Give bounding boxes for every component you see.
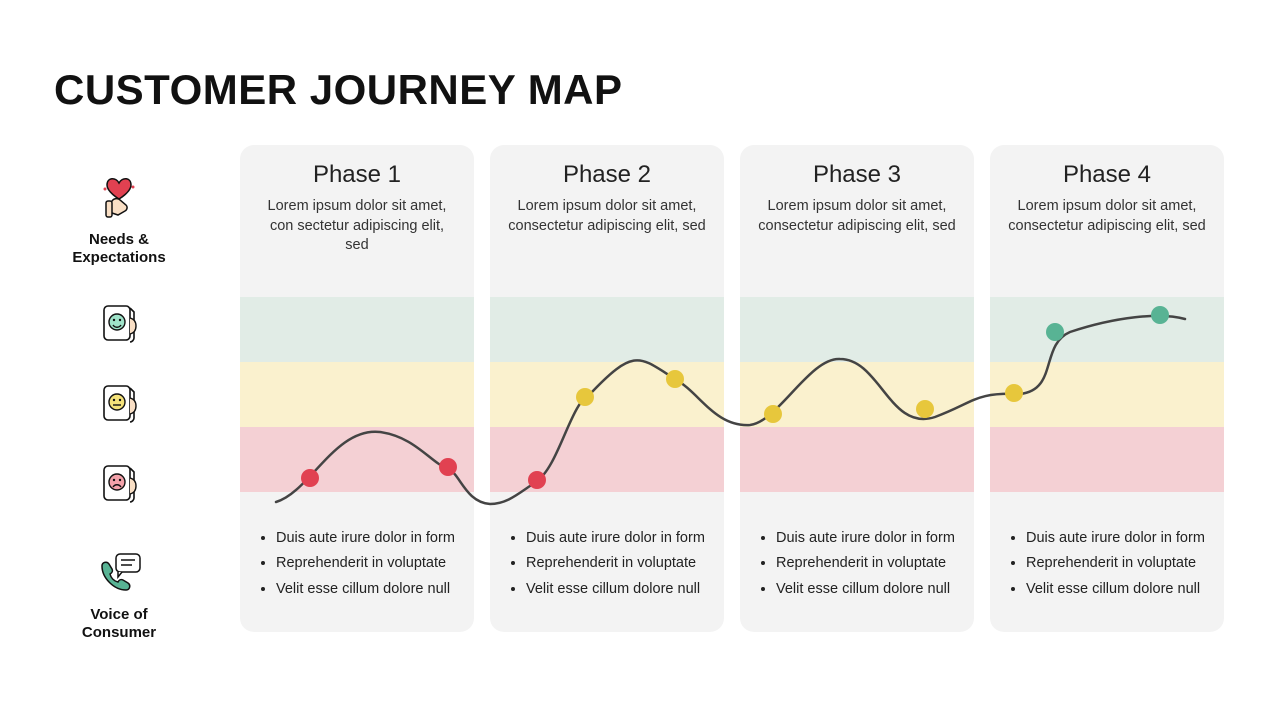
band-neutral bbox=[990, 362, 1224, 427]
gap bbox=[240, 492, 474, 504]
band-sad bbox=[240, 427, 474, 492]
rail-needs: Needs & Expectations bbox=[54, 175, 184, 267]
columns: Phase 1 Lorem ipsum dolor sit amet, con s… bbox=[240, 145, 1230, 675]
bullet: Reprehenderit in voluptate bbox=[526, 551, 706, 576]
phase-title: Phase 1 bbox=[258, 161, 456, 189]
gap bbox=[990, 492, 1224, 504]
band-neutral bbox=[740, 362, 974, 427]
phase-column-3: Phase 3 Lorem ipsum dolor sit amet, conse… bbox=[740, 145, 974, 675]
gap bbox=[490, 285, 724, 297]
phase-title: Phase 4 bbox=[1008, 161, 1206, 189]
phase-title: Phase 3 bbox=[758, 161, 956, 189]
page-title: CUSTOMER JOURNEY MAP bbox=[54, 66, 623, 114]
rail-needs-label: Needs & Expectations bbox=[54, 231, 184, 267]
bullet: Velit esse cillum dolore null bbox=[776, 577, 956, 602]
phase-column-4: Phase 4 Lorem ipsum dolor sit amet, conse… bbox=[990, 145, 1224, 675]
bullet: Reprehenderit in voluptate bbox=[276, 551, 456, 576]
rail-sad bbox=[54, 460, 184, 508]
phase-header: Phase 3 Lorem ipsum dolor sit amet, conse… bbox=[740, 145, 974, 285]
phase-bullets: Duis aute irure dolor in formReprehender… bbox=[240, 504, 474, 632]
bullet: Velit esse cillum dolore null bbox=[276, 577, 456, 602]
phase-header: Phase 4 Lorem ipsum dolor sit amet, conse… bbox=[990, 145, 1224, 285]
phase-bullets: Duis aute irure dolor in formReprehender… bbox=[990, 504, 1224, 632]
band-happy bbox=[490, 297, 724, 362]
band-sad bbox=[740, 427, 974, 492]
band-sad bbox=[990, 427, 1224, 492]
bullet: Duis aute irure dolor in form bbox=[776, 526, 956, 551]
phase-title: Phase 2 bbox=[508, 161, 706, 189]
band-happy bbox=[740, 297, 974, 362]
bullet: Reprehenderit in voluptate bbox=[776, 551, 956, 576]
gap bbox=[740, 285, 974, 297]
phase-bullets: Duis aute irure dolor in formReprehender… bbox=[740, 504, 974, 632]
phase-header: Phase 1 Lorem ipsum dolor sit amet, con s… bbox=[240, 145, 474, 285]
band-sad bbox=[490, 427, 724, 492]
phase-subtitle: Lorem ipsum dolor sit amet, consectetur … bbox=[508, 197, 706, 236]
bullet: Reprehenderit in voluptate bbox=[1026, 551, 1206, 576]
bullet: Duis aute irure dolor in form bbox=[1026, 526, 1206, 551]
gap bbox=[990, 285, 1224, 297]
phone-chat-icon bbox=[92, 550, 146, 598]
gap bbox=[740, 492, 974, 504]
phase-header: Phase 2 Lorem ipsum dolor sit amet, conse… bbox=[490, 145, 724, 285]
phase-subtitle: Lorem ipsum dolor sit amet, con sectetur… bbox=[258, 197, 456, 256]
gap bbox=[240, 285, 474, 297]
rail-voice: Voice of Consumer bbox=[54, 550, 184, 642]
band-neutral bbox=[490, 362, 724, 427]
face-neutral-icon bbox=[92, 380, 146, 428]
band-happy bbox=[990, 297, 1224, 362]
gap bbox=[490, 492, 724, 504]
face-happy-icon bbox=[92, 300, 146, 348]
rail-voice-label: Voice of Consumer bbox=[54, 606, 184, 642]
bullet: Duis aute irure dolor in form bbox=[276, 526, 456, 551]
phase-column-2: Phase 2 Lorem ipsum dolor sit amet, conse… bbox=[490, 145, 724, 675]
face-sad-icon bbox=[92, 460, 146, 508]
bullet: Velit esse cillum dolore null bbox=[526, 577, 706, 602]
band-happy bbox=[240, 297, 474, 362]
bullet: Duis aute irure dolor in form bbox=[526, 526, 706, 551]
phase-subtitle: Lorem ipsum dolor sit amet, consectetur … bbox=[1008, 197, 1206, 236]
heart-hand-icon bbox=[92, 175, 146, 223]
rail-neutral bbox=[54, 380, 184, 428]
phase-subtitle: Lorem ipsum dolor sit amet, consectetur … bbox=[758, 197, 956, 236]
page: CUSTOMER JOURNEY MAP Needs & Expectation… bbox=[0, 0, 1280, 720]
rail-happy bbox=[54, 300, 184, 348]
band-neutral bbox=[240, 362, 474, 427]
bullet: Velit esse cillum dolore null bbox=[1026, 577, 1206, 602]
phase-column-1: Phase 1 Lorem ipsum dolor sit amet, con s… bbox=[240, 145, 474, 675]
phase-bullets: Duis aute irure dolor in formReprehender… bbox=[490, 504, 724, 632]
